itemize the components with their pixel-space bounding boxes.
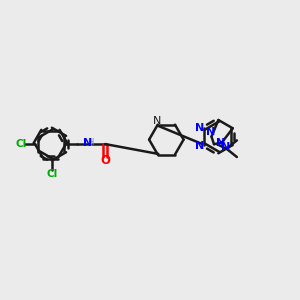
Text: H: H bbox=[87, 138, 93, 147]
Text: N: N bbox=[83, 138, 92, 148]
Text: N: N bbox=[216, 138, 225, 148]
Text: N: N bbox=[206, 127, 215, 136]
Text: N: N bbox=[195, 140, 204, 151]
Text: N: N bbox=[221, 142, 230, 152]
Text: Cl: Cl bbox=[16, 139, 27, 149]
Text: O: O bbox=[100, 154, 110, 167]
Text: N: N bbox=[153, 116, 161, 125]
Text: Cl: Cl bbox=[46, 169, 58, 179]
Text: N: N bbox=[195, 123, 204, 133]
